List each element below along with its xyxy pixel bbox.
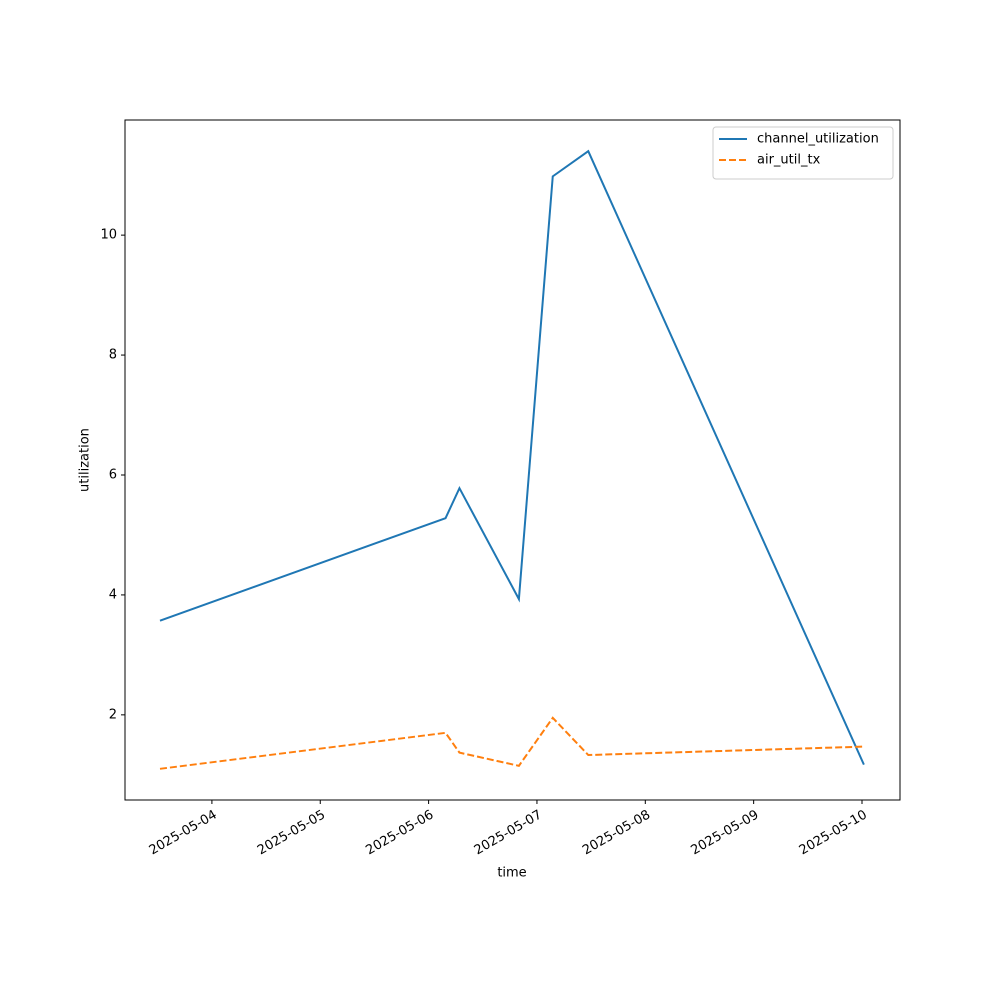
y-tick-label: 8 [109, 348, 117, 363]
x-tick-label: 2025-05-07 [472, 808, 545, 859]
x-tick-label: 2025-05-04 [147, 808, 220, 859]
x-axis-label: time [497, 866, 526, 881]
legend-label: channel_utilization [757, 132, 879, 147]
series-line [159, 716, 864, 770]
x-tick-label: 2025-05-06 [363, 808, 436, 859]
series-line [159, 149, 865, 766]
y-tick-label: 4 [109, 587, 117, 602]
y-tick-label: 2 [109, 707, 117, 722]
legend-label: air_util_tx [757, 153, 821, 168]
y-tick-label: 10 [100, 228, 117, 243]
y-axis-label: utilization [78, 428, 93, 492]
plot-frame [124, 119, 901, 801]
x-tick-label: 2025-05-09 [688, 808, 761, 859]
y-tick-label: 6 [109, 467, 117, 482]
x-tick-label: 2025-05-05 [255, 808, 328, 859]
legend-box [712, 126, 894, 180]
x-tick-label: 2025-05-08 [580, 808, 653, 859]
x-tick-label: 2025-05-10 [797, 808, 870, 859]
